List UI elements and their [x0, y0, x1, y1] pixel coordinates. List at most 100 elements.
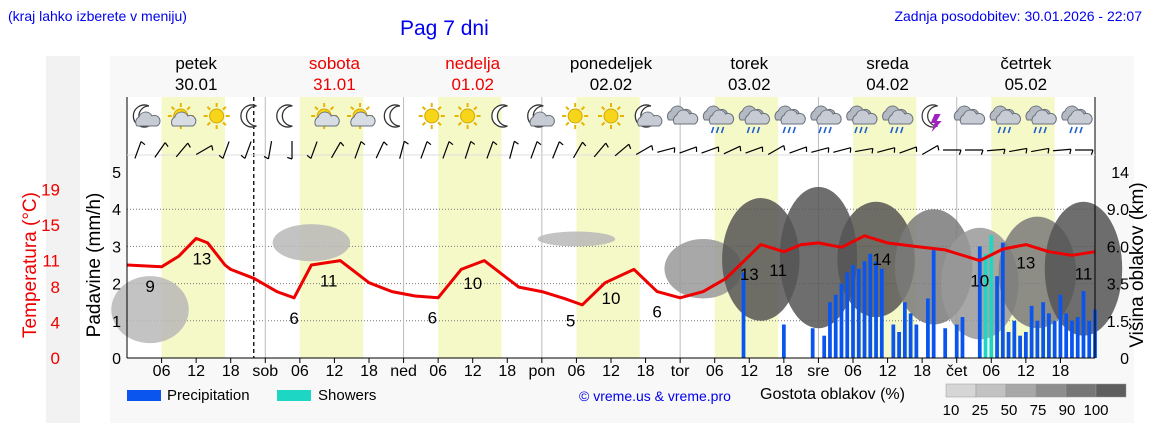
- x-tick-label: sob: [252, 363, 278, 380]
- rain-drop: [1007, 126, 1012, 134]
- temperature-line: [126, 234, 1096, 307]
- day-date: 31.01: [313, 75, 356, 94]
- day-name: sreda: [866, 54, 909, 73]
- temperature-label: 6: [289, 309, 298, 328]
- cloud-height-label: Višina oblakov (km): [1127, 182, 1148, 347]
- sun-ray: [437, 121, 442, 126]
- sun-disc: [603, 108, 619, 124]
- wind-barb-flag: [513, 140, 519, 145]
- cloud-legend-title: Gostota oblakov (%): [760, 386, 905, 403]
- wind-barb-flag: [739, 146, 742, 152]
- precip-bar: [833, 294, 838, 358]
- precip-bar: [1000, 242, 1005, 358]
- day-date: 30.01: [175, 75, 218, 94]
- cloud-area: [722, 198, 800, 321]
- cloud-height-tick: 0: [1120, 351, 1129, 368]
- credit-link[interactable]: © vreme.us & vreme.pro: [579, 388, 731, 404]
- precip-bar: [1058, 294, 1063, 358]
- precip-bar: [879, 268, 884, 358]
- temperature-label: 11: [1075, 264, 1093, 283]
- rain-cloud-icon: [1025, 105, 1057, 134]
- cloud-shape: [1031, 109, 1057, 125]
- cloud-shape: [637, 111, 663, 127]
- rain-drop: [864, 126, 868, 134]
- sun-ray: [206, 121, 211, 126]
- day-name: petek: [175, 54, 217, 73]
- wind-barb-flag: [783, 145, 786, 151]
- wind-barb-flag: [871, 148, 874, 154]
- cloud-legend-value: 75: [1030, 402, 1047, 419]
- rain-drop: [751, 126, 756, 134]
- moon-icon: [491, 104, 508, 128]
- precip-bar: [822, 335, 827, 358]
- temp-axis-tick: 15: [41, 216, 60, 235]
- precip-bar: [902, 302, 907, 358]
- legend-showers-swatch: [277, 390, 311, 401]
- temperature-label: 13: [1016, 254, 1035, 273]
- day-name: torek: [730, 54, 768, 73]
- precip-bar: [1075, 317, 1080, 358]
- temperature-label: 10: [970, 272, 989, 291]
- precip-bar: [1070, 320, 1074, 358]
- wind-barb: [1009, 147, 1027, 153]
- cloud-legend-swatch: [1065, 383, 1097, 398]
- wind-barb: [195, 144, 213, 156]
- wind-barb: [679, 146, 697, 154]
- precip-bar: [926, 298, 930, 358]
- rain-drop: [746, 126, 751, 134]
- x-tick-label: tor: [671, 363, 690, 380]
- precip-bar: [954, 324, 959, 358]
- cloud-legend-value: 25: [972, 402, 989, 419]
- region-hint[interactable]: (kraj lahko izberete v meniju): [8, 8, 187, 24]
- lightning-bolt: [930, 114, 942, 132]
- wind-barb-flag: [536, 141, 542, 146]
- x-tick-label: 18: [775, 363, 793, 380]
- cloud-legend-swatch: [1005, 383, 1037, 398]
- precip-bar: [1023, 331, 1028, 358]
- rain-drop: [828, 126, 832, 134]
- x-tick-label: 18: [498, 363, 516, 380]
- rain-cloud-icon: [882, 105, 914, 134]
- temperature-label: 6: [652, 303, 661, 322]
- sun-ray: [565, 121, 570, 126]
- moon-cloud-icon: [527, 104, 555, 128]
- rain-drop: [859, 126, 863, 134]
- wind-barb: [222, 141, 230, 159]
- wind-barb: [267, 141, 273, 159]
- sun-ray: [421, 106, 427, 111]
- wind-barb: [464, 141, 472, 159]
- wind-barb: [635, 144, 653, 156]
- wind-barb: [420, 141, 428, 159]
- rain-cloud-icon: [989, 105, 1021, 134]
- precip-bar: [908, 313, 913, 358]
- sun-ray: [580, 121, 586, 126]
- legend-precip-swatch: [127, 390, 161, 401]
- x-tick-label: 18: [1052, 363, 1070, 380]
- wind-barb-flag: [360, 141, 366, 146]
- cloud-legend-swatch: [1035, 383, 1067, 398]
- cloud-legend-value: 50: [1001, 402, 1018, 419]
- cloud-legend-swatch: [945, 383, 977, 398]
- precip-bar: [914, 324, 919, 358]
- wind-barb: [442, 141, 450, 159]
- x-tick-label: 06: [982, 363, 1000, 380]
- wind-barb-flag: [492, 141, 498, 146]
- rain-drop: [1069, 126, 1073, 134]
- last-updated: Zadnja posodobitev: 30.01.2026 - 22:07: [894, 8, 1142, 24]
- day-date: 02.02: [590, 75, 633, 94]
- cloud-area: [111, 276, 189, 344]
- sun-ray: [222, 121, 227, 126]
- legend-showers-label: Showers: [318, 387, 377, 404]
- wind-barb-flag: [628, 143, 632, 150]
- precip-bar: [839, 283, 844, 358]
- sun-ray: [314, 106, 319, 111]
- wind-barb-flag: [140, 141, 146, 146]
- wind-barb-flag: [470, 140, 476, 145]
- temperature-label: 14: [872, 250, 891, 269]
- temperature-label: 10: [602, 289, 621, 308]
- temp-axis-tick: 19: [41, 181, 60, 200]
- day-name: ponedeljek: [570, 54, 653, 73]
- wind-barb-flag: [958, 149, 962, 155]
- temperature-label: 5: [566, 312, 575, 331]
- wind-barb-flag: [218, 154, 224, 159]
